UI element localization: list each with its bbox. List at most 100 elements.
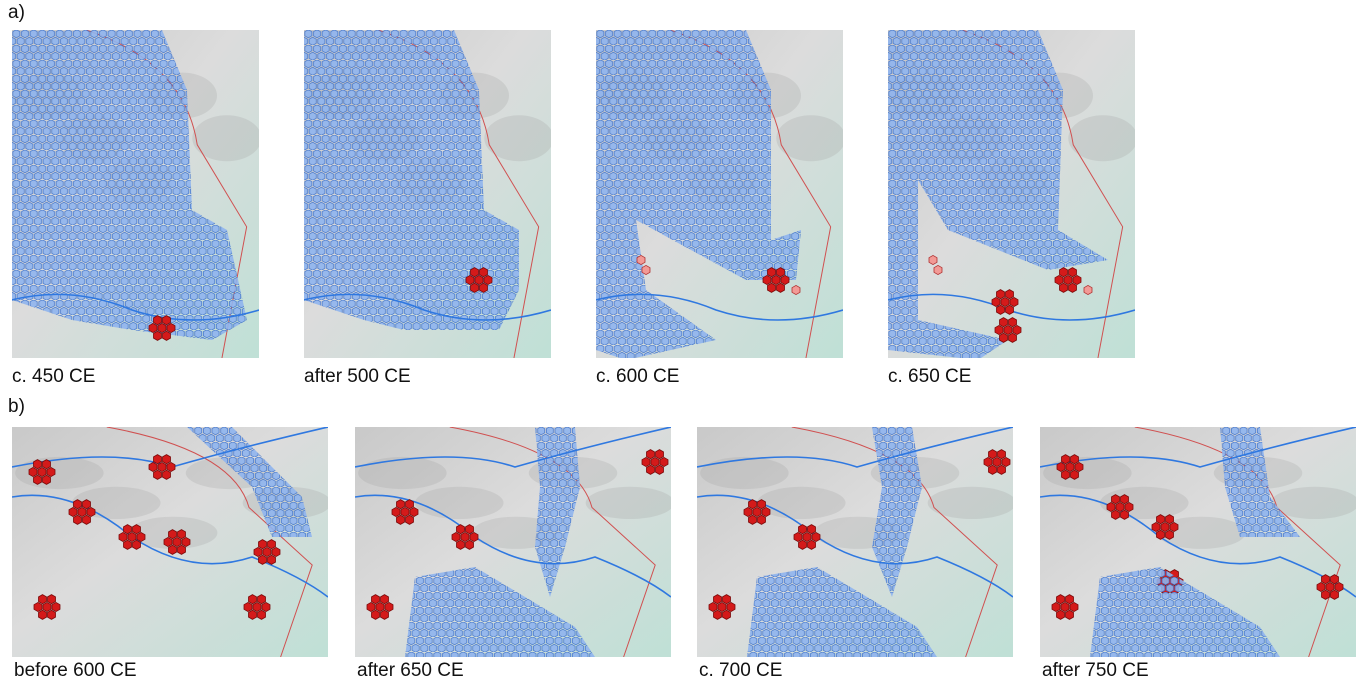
hex <box>1157 530 1165 539</box>
figure: a) b) c. 450 CEafter 500 CEc. 600 CEc. 6… <box>0 0 1361 685</box>
hex <box>1066 595 1074 604</box>
hex <box>1121 495 1129 504</box>
hex <box>1326 582 1334 591</box>
hex <box>794 532 802 541</box>
hex <box>1170 522 1178 531</box>
hex <box>993 457 1001 466</box>
hex <box>647 450 655 459</box>
map-panel <box>355 427 671 657</box>
hex <box>762 507 770 516</box>
hex <box>1006 305 1014 314</box>
hex <box>651 457 659 466</box>
hex <box>137 532 145 541</box>
hex <box>124 540 132 549</box>
hex <box>1052 602 1060 611</box>
hex <box>1071 455 1079 464</box>
hex <box>768 268 776 277</box>
relief <box>700 457 788 489</box>
hex <box>1317 582 1325 591</box>
hex <box>43 460 51 469</box>
hex <box>182 537 190 546</box>
hex <box>249 610 257 619</box>
hex <box>163 331 171 340</box>
hex <box>124 525 132 534</box>
hex <box>254 547 262 556</box>
panel-caption: c. 450 CE <box>12 366 95 388</box>
map-panel <box>12 427 328 657</box>
hex <box>1009 318 1017 327</box>
hex <box>43 602 51 611</box>
hex <box>39 595 47 604</box>
hex <box>1000 318 1008 327</box>
hex <box>656 465 664 474</box>
hex <box>397 515 405 524</box>
hex <box>768 283 776 292</box>
hex <box>263 547 271 556</box>
hex <box>744 507 752 516</box>
hex <box>258 595 266 604</box>
hex <box>272 547 280 556</box>
panel-caption: c. 700 CE <box>699 660 782 682</box>
hex <box>48 595 56 604</box>
relief <box>192 115 259 161</box>
hex <box>372 610 380 619</box>
hex <box>48 610 56 619</box>
map-panel <box>1040 427 1356 657</box>
hex <box>47 467 55 476</box>
hex <box>34 475 42 484</box>
hex <box>1009 333 1017 342</box>
hex <box>376 602 384 611</box>
map-panel <box>12 30 259 358</box>
hex <box>259 540 267 549</box>
hex <box>1075 462 1083 471</box>
hex <box>998 465 1006 474</box>
hex <box>753 507 761 516</box>
hex <box>178 545 186 554</box>
hex <box>401 507 409 516</box>
hex <box>484 275 492 284</box>
hex <box>87 507 95 516</box>
panel-caption: c. 650 CE <box>888 366 971 388</box>
hex <box>1057 462 1065 471</box>
hex <box>381 610 389 619</box>
hex <box>1166 515 1174 524</box>
hex <box>803 532 811 541</box>
hex <box>78 507 86 516</box>
hex <box>1060 268 1068 277</box>
hex <box>1057 595 1065 604</box>
relief <box>15 457 103 489</box>
panel-caption: c. 600 CE <box>596 366 679 388</box>
relief <box>928 487 1013 519</box>
hex <box>781 275 789 284</box>
hex <box>475 275 483 284</box>
hex <box>52 602 60 611</box>
relief <box>586 487 671 519</box>
hex <box>1062 470 1070 479</box>
relief <box>1068 115 1135 161</box>
hex <box>812 532 820 541</box>
hex <box>133 540 141 549</box>
map-panel <box>596 30 843 358</box>
hex <box>1055 275 1063 284</box>
hex <box>792 285 800 294</box>
hex <box>249 595 257 604</box>
hex <box>1004 325 1012 334</box>
hex <box>997 290 1005 299</box>
hex <box>714 610 722 619</box>
hex <box>714 595 722 604</box>
relief <box>358 457 446 489</box>
hex <box>381 595 389 604</box>
hex <box>998 450 1006 459</box>
hex <box>642 457 650 466</box>
hex <box>164 537 172 546</box>
hex <box>158 323 166 332</box>
hex <box>452 532 460 541</box>
hex <box>799 540 807 549</box>
hex <box>154 331 162 340</box>
hex <box>1073 275 1081 284</box>
row-label: a) <box>8 2 25 24</box>
hex <box>1060 283 1068 292</box>
hex <box>74 500 82 509</box>
panel-caption: after 650 CE <box>357 660 464 682</box>
hex <box>154 455 162 464</box>
